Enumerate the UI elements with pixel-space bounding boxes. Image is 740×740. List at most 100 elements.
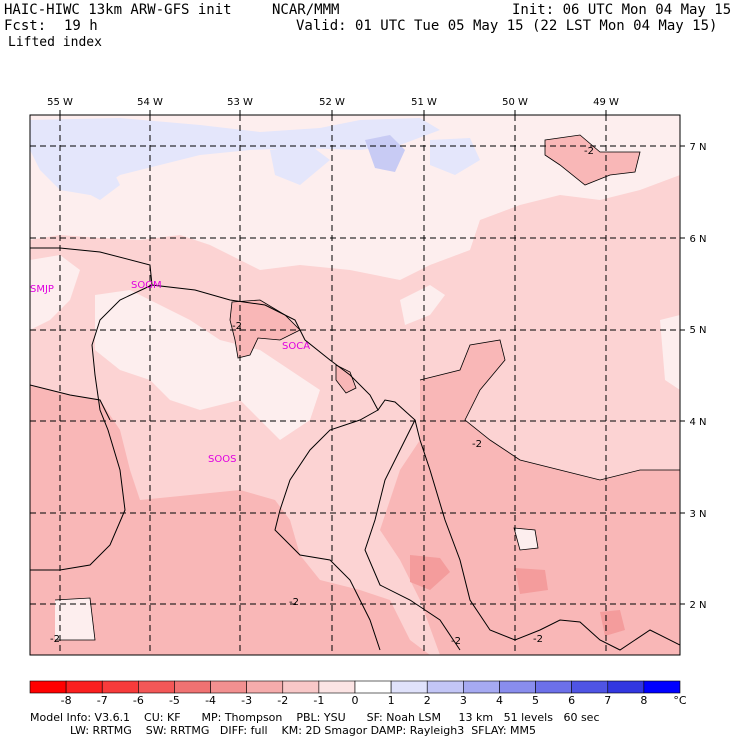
map-frame: [29, 114, 681, 656]
colorbar-label: -4: [205, 694, 216, 707]
frame-ticks: [59, 110, 685, 605]
contour-label-s2: -2: [451, 636, 461, 647]
fill-very-light-pink-offshore: [400, 285, 445, 325]
fill-pink-ne: [545, 135, 640, 185]
colorbar: -8 -7 -6 -5 -4 -3 -2 -1 0 1 2 3 4 5 6 7 8: [29, 680, 681, 707]
fill-light-blue-patch: [365, 135, 405, 172]
fill-pale-blue-patch: [85, 165, 120, 200]
model-title: HAIC-HIWC 13km ARW-GFS init: [4, 2, 232, 18]
colorbar-swatch: [65, 680, 103, 694]
colorbar-swatch: [354, 680, 392, 694]
colorbar-label: 0: [352, 694, 359, 707]
lon-label-50w: 50 W: [502, 97, 528, 108]
station-sogm: SOGM: [131, 280, 162, 291]
colorbar-swatch: [535, 680, 572, 694]
colorbar-swatch: [426, 680, 464, 694]
colorbar-swatch: [571, 680, 609, 694]
colorbar-label: 7: [604, 694, 611, 707]
colorbar-swatch: [390, 680, 428, 694]
lat-label-3n: 3 N: [689, 509, 706, 520]
border-west-contour: [30, 384, 111, 421]
station-soca: SOCA: [282, 341, 310, 352]
contour-sw: [54, 597, 96, 641]
contour-lines: [54, 134, 680, 641]
init-time: Init: 06 UTC Mon 04 May 15: [512, 2, 732, 18]
lon-label-55w: 55 W: [47, 97, 73, 108]
fill-very-light-pink-se: [514, 528, 538, 550]
footer-model-info-2: LW: RRTMG SW: RRTMG DIFF: full KM: 2D Sm…: [70, 724, 536, 737]
contour-coast-2: [335, 364, 357, 394]
lon-label-53w: 53 W: [227, 97, 253, 108]
station-smjp: SMJP: [30, 284, 54, 295]
colorbar-swatch: [282, 680, 320, 694]
lat-lon-grid: [30, 115, 680, 655]
lat-label-5n: 5 N: [689, 325, 706, 336]
fill-pale-blue-patch-3: [430, 138, 480, 175]
colorbar-label: -5: [169, 694, 180, 707]
colorbar-swatch: [643, 680, 681, 694]
field-name: Lifted index: [8, 35, 102, 50]
colorbar-label: 1: [388, 694, 395, 707]
contour-se: [513, 527, 539, 551]
forecast-hour: 19 h: [64, 18, 98, 34]
colorbar-unit: °C: [673, 694, 687, 707]
lat-label-7n: 7 N: [689, 142, 706, 153]
fill-pink-east: [380, 340, 680, 655]
lon-label-52w: 52 W: [319, 97, 345, 108]
colorbar-label: 8: [640, 694, 647, 707]
fill-very-light-pink-interior: [95, 290, 320, 440]
colorbar-label: -2: [277, 694, 288, 707]
fill-salmon-patch-1: [410, 555, 450, 590]
lon-label-54w: 54 W: [137, 97, 163, 108]
colorbar-swatch: [318, 680, 356, 694]
center-label: NCAR/MMM: [272, 2, 340, 18]
colorbar-swatch: [138, 680, 175, 694]
fill-pink-coast-patch: [230, 300, 300, 358]
lon-label-49w: 49 W: [593, 97, 619, 108]
colorbar-swatch: [499, 680, 536, 694]
contour-label-east: -2: [472, 439, 482, 450]
contour-label-sw: -2: [50, 634, 60, 645]
border-oyapock: [364, 419, 461, 651]
colorbar-label: -7: [97, 694, 108, 707]
contour-east: [419, 339, 680, 481]
coastline-path: [30, 247, 680, 651]
lat-label-2n: 2 N: [689, 600, 706, 611]
lat-label-6n: 6 N: [689, 234, 706, 245]
colorbar-label: -8: [61, 694, 72, 707]
fill-very-light-pink-west: [30, 255, 80, 330]
fill-very-light-pink-sw: [55, 598, 95, 640]
colorbar-label: -1: [313, 694, 324, 707]
station-soos: SOOS: [208, 454, 236, 465]
colorbar-swatch: [246, 680, 284, 694]
forecast-label: Fcst:: [4, 18, 47, 34]
colorbar-swatch: [463, 680, 500, 694]
fill-salmon-patch-2: [515, 568, 548, 594]
contour-label-ne: -2: [584, 146, 594, 157]
colorbar-swatch: [210, 680, 247, 694]
fill-pale-blue-patch-2: [270, 145, 330, 185]
colorbar-swatch: [174, 680, 211, 694]
footer-model-info: Model Info: V3.6.1 CU: KF MP: Thompson P…: [30, 711, 600, 724]
lat-label-4n: 4 N: [689, 417, 706, 428]
contour-coast: [229, 299, 301, 359]
contour-ne: [544, 134, 641, 186]
colorbar-label: 2: [424, 694, 431, 707]
contour-label-coast: -2: [232, 321, 242, 332]
valid-time: Valid: 01 UTC Tue 05 May 15 (22 LST Mon …: [296, 18, 718, 34]
colorbar-swatch: [607, 680, 645, 694]
fill-pale-blue-north: [30, 118, 440, 195]
colorbar-label: -6: [133, 694, 144, 707]
border-french-guiana: [274, 409, 381, 651]
colorbar-label: -3: [241, 694, 252, 707]
colorbar-swatch: [101, 680, 139, 694]
contour-label-south: -2: [289, 597, 299, 608]
colorbar-label: 5: [532, 694, 539, 707]
contour-label-se: -2: [533, 634, 543, 645]
fill-very-light-pink-east: [660, 315, 680, 390]
fill-pink-south: [30, 385, 430, 655]
lon-label-51w: 51 W: [411, 97, 437, 108]
colorbar-label: 6: [568, 694, 575, 707]
coastlines: [30, 247, 680, 651]
